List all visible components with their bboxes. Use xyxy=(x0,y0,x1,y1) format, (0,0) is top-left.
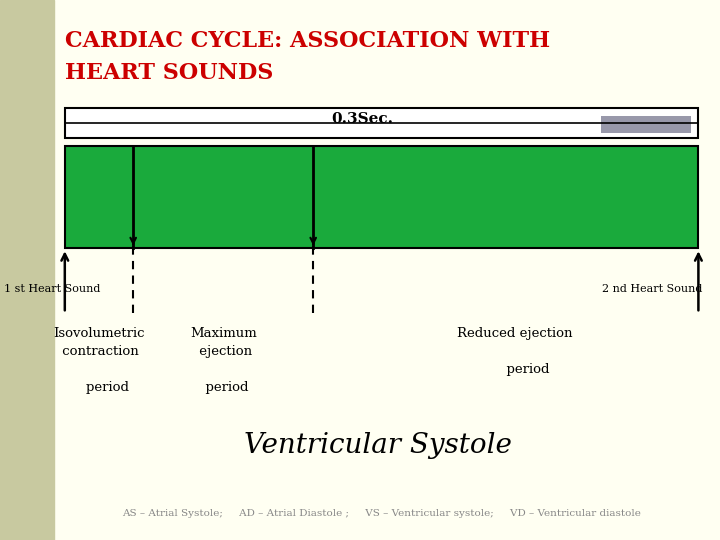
Text: AS – Atrial Systole;     AD – Atrial Diastole ;     VS – Ventricular systole;   : AS – Atrial Systole; AD – Atrial Diastol… xyxy=(122,509,641,518)
Text: 1 st Heart Sound: 1 st Heart Sound xyxy=(4,284,100,294)
Text: HEART SOUNDS: HEART SOUNDS xyxy=(65,62,273,84)
Text: 2 nd Heart Sound: 2 nd Heart Sound xyxy=(602,284,702,294)
Text: CARDIAC CYCLE: ASSOCIATION WITH: CARDIAC CYCLE: ASSOCIATION WITH xyxy=(65,30,550,52)
Text: Isovolumetric
 contraction

    period: Isovolumetric contraction period xyxy=(53,327,145,394)
Text: Ventricular Systole: Ventricular Systole xyxy=(244,432,512,459)
Bar xyxy=(0,0,54,540)
Bar xyxy=(65,146,698,248)
Text: Maximum
 ejection

  period: Maximum ejection period xyxy=(190,327,256,394)
Bar xyxy=(601,116,691,133)
Text: 0.3Sec.: 0.3Sec. xyxy=(332,112,394,126)
Bar xyxy=(65,108,698,138)
Text: Reduced ejection

      period: Reduced ejection period xyxy=(457,327,572,376)
